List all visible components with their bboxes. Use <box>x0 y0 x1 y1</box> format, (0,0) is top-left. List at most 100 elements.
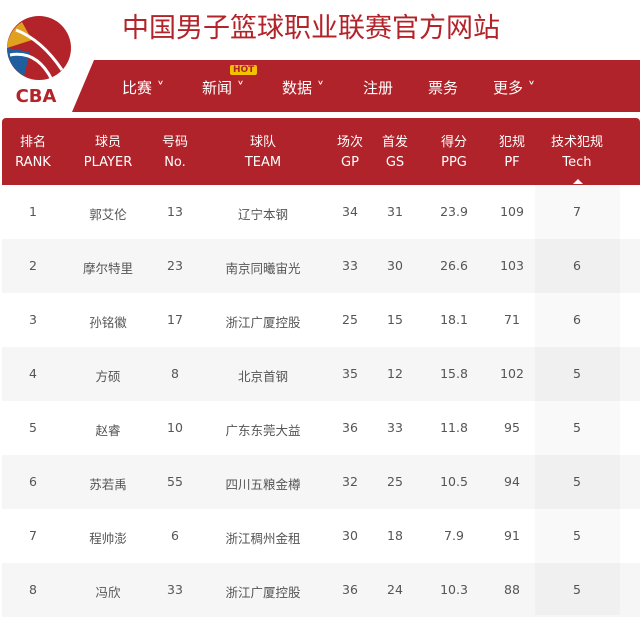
column-header-ppg[interactable]: 得分 PPG <box>441 133 467 173</box>
cell-pf: 91 <box>504 528 520 543</box>
cba-logo[interactable]: CBA <box>2 10 72 105</box>
header-cn: 场次 <box>336 135 364 150</box>
cell-pf: 95 <box>504 420 520 435</box>
site-title: 中国男子篮球职业联赛官方网站 <box>122 13 500 44</box>
cell-number: 8 <box>171 366 179 381</box>
header-en: PF <box>504 155 520 170</box>
table-row: 7 程帅澎 6 浙江稠州金租 30 18 7.9 91 5 <box>2 509 640 563</box>
header-en: No. <box>164 155 186 170</box>
header-cn: 球队 <box>249 135 277 150</box>
cell-player[interactable]: 摩尔特里 <box>82 261 134 276</box>
cell-gs: 24 <box>387 582 403 597</box>
stats-table: 排名 RANK 球员 PLAYER 号码 No. 球队 TEAM 场次 GP 首发 GS 得分 PPG 犯规… <box>2 118 640 617</box>
column-header-pf[interactable]: 犯规 PF <box>499 133 525 173</box>
cell-team[interactable]: 四川五粮金樽 <box>225 477 301 492</box>
cell-rank: 4 <box>29 366 37 381</box>
cell-team[interactable]: 广东东莞大益 <box>225 423 301 438</box>
cell-tech: 6 <box>573 258 581 273</box>
table-header: 排名 RANK 球员 PLAYER 号码 No. 球队 TEAM 场次 GP 首发 GS 得分 PPG 犯规… <box>2 118 640 185</box>
cell-player[interactable]: 冯欣 <box>95 585 121 600</box>
header-cn: 技术犯规 <box>550 135 604 150</box>
cell-team[interactable]: 南京同曦宙光 <box>225 261 301 276</box>
cell-tech: 6 <box>573 312 581 327</box>
cell-gs: 30 <box>387 258 403 273</box>
cell-gs: 15 <box>387 312 403 327</box>
nav-more[interactable]: 更多 ˅ <box>493 79 536 97</box>
cell-pf: 94 <box>504 474 520 489</box>
cell-team[interactable]: 浙江稠州金租 <box>225 531 301 546</box>
nav-register[interactable]: 注册 <box>363 79 394 97</box>
header-en: PPG <box>441 155 467 170</box>
cell-player[interactable]: 孙铭徽 <box>89 315 127 330</box>
cell-team[interactable]: 北京首钢 <box>237 369 289 384</box>
cell-rank: 8 <box>29 582 37 597</box>
cell-gs: 33 <box>387 420 403 435</box>
cell-pf: 109 <box>500 204 524 219</box>
cell-number: 33 <box>167 582 183 597</box>
cell-number: 55 <box>167 474 183 489</box>
cell-rank: 3 <box>29 312 37 327</box>
header-cn: 首发 <box>381 135 409 150</box>
cell-tech: 7 <box>573 204 581 219</box>
cell-player[interactable]: 方硕 <box>95 369 121 384</box>
column-header-player[interactable]: 球员 PLAYER <box>84 133 132 173</box>
table-row: 4 方硕 8 北京首钢 35 12 15.8 102 5 <box>2 347 640 401</box>
cell-ppg: 23.9 <box>440 204 468 219</box>
cell-player[interactable]: 程帅澎 <box>89 531 127 546</box>
cell-team[interactable]: 浙江广厦控股 <box>225 585 301 600</box>
cell-pf: 103 <box>500 258 524 273</box>
header-en: TEAM <box>244 155 282 170</box>
nav-matches[interactable]: 比赛 ˅ <box>122 79 165 97</box>
header-en: PLAYER <box>83 155 133 170</box>
column-header-gp[interactable]: 场次 GP <box>337 133 363 173</box>
cell-gs: 18 <box>387 528 403 543</box>
column-header-gs[interactable]: 首发 GS <box>382 133 408 173</box>
column-header-team[interactable]: 球队 TEAM <box>245 133 281 173</box>
cell-player[interactable]: 郭艾伦 <box>89 207 127 222</box>
cell-tech: 5 <box>573 420 581 435</box>
cell-number: 17 <box>167 312 183 327</box>
header-en: GS <box>385 155 405 170</box>
cell-team[interactable]: 浙江广厦控股 <box>225 315 301 330</box>
cell-rank: 2 <box>29 258 37 273</box>
cell-number: 6 <box>171 528 179 543</box>
table-row: 3 孙铭徽 17 浙江广厦控股 25 15 18.1 71 6 <box>2 293 640 347</box>
cell-ppg: 7.9 <box>444 528 464 543</box>
cell-gp: 34 <box>342 204 358 219</box>
header-cn: 号码 <box>161 135 189 150</box>
cell-gs: 12 <box>387 366 403 381</box>
header-en: GP <box>341 155 359 170</box>
column-header-number[interactable]: 号码 No. <box>162 133 188 173</box>
table-row: 1 郭艾伦 13 辽宁本钢 34 31 23.9 109 7 <box>2 185 640 239</box>
nav-data[interactable]: 数据 ˅ <box>282 79 325 97</box>
cell-ppg: 26.6 <box>440 258 468 273</box>
cell-tech: 5 <box>573 366 581 381</box>
cell-rank: 1 <box>29 204 37 219</box>
cell-tech: 5 <box>573 474 581 489</box>
header-en: Tech <box>562 155 592 170</box>
nav-tickets[interactable]: 票务 <box>428 79 459 97</box>
cell-ppg: 11.8 <box>440 420 468 435</box>
cell-team[interactable]: 辽宁本钢 <box>237 207 289 222</box>
cell-ppg: 18.1 <box>440 312 468 327</box>
header-cn: 球员 <box>94 135 122 150</box>
column-header-rank[interactable]: 排名 RANK <box>15 133 51 173</box>
hot-badge: HOT <box>230 65 258 75</box>
cell-number: 13 <box>167 204 183 219</box>
header-cn: 得分 <box>440 135 468 150</box>
column-header-tech[interactable]: 技术犯规 Tech <box>551 133 603 173</box>
cell-tech: 5 <box>573 582 581 597</box>
cell-pf: 71 <box>504 312 520 327</box>
cell-ppg: 10.5 <box>440 474 468 489</box>
cell-pf: 88 <box>504 582 520 597</box>
nav-news[interactable]: 新闻 ˅ <box>202 79 245 97</box>
table-row: 5 赵睿 10 广东东莞大益 36 33 11.8 95 5 <box>2 401 640 455</box>
cell-tech: 5 <box>573 528 581 543</box>
cell-gs: 25 <box>387 474 403 489</box>
cell-gs: 31 <box>387 204 403 219</box>
cell-player[interactable]: 赵睿 <box>95 423 121 438</box>
cell-player[interactable]: 苏若禹 <box>89 477 127 492</box>
cell-gp: 30 <box>342 528 358 543</box>
cell-gp: 36 <box>342 582 358 597</box>
cell-gp: 35 <box>342 366 358 381</box>
